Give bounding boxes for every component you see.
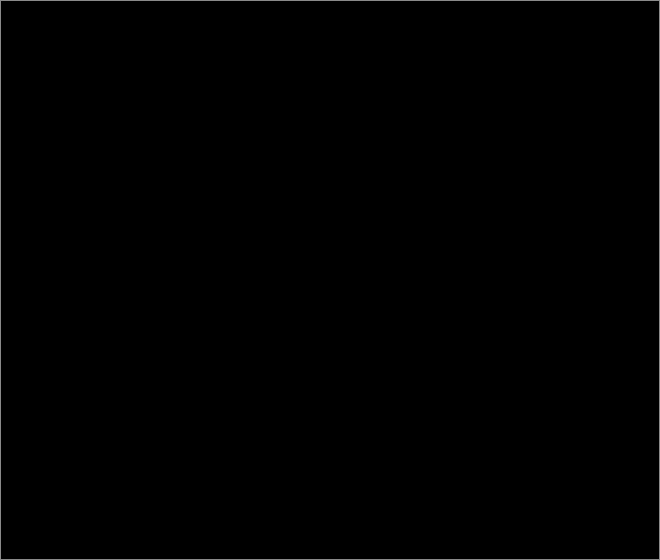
chart-canvas[interactable] [1,1,660,560]
chart-window [0,0,660,560]
